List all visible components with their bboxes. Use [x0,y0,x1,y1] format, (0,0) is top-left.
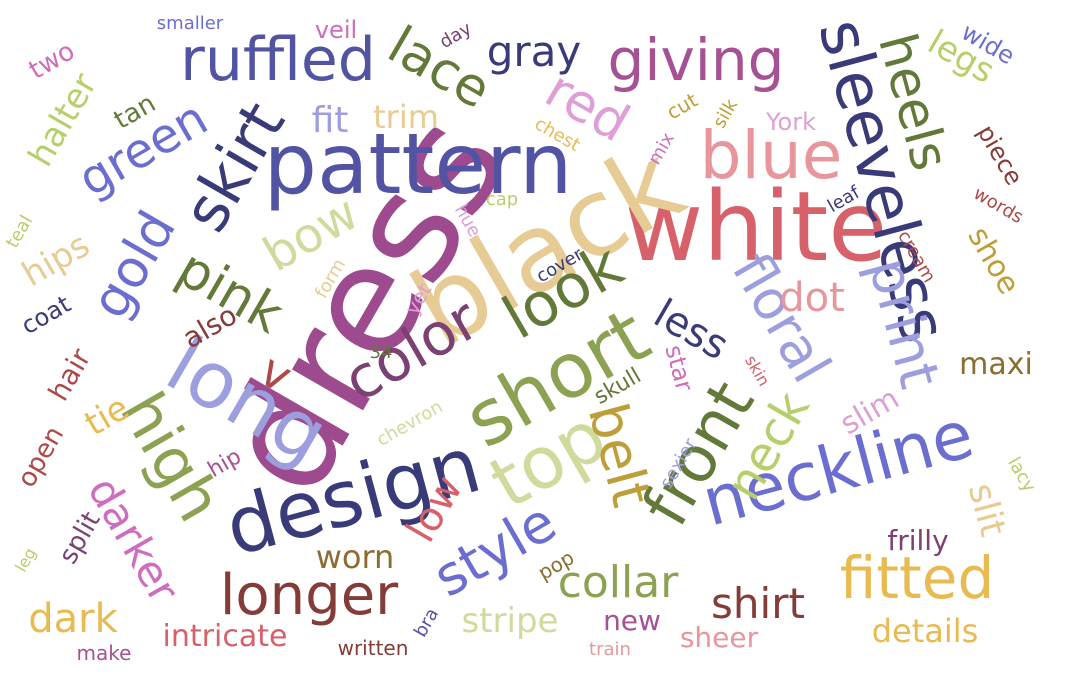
word-day: day [437,20,475,52]
word-mix: mix [646,130,678,168]
word-split: split [55,508,105,568]
word-maxi: maxi [959,350,1033,380]
word-stripe: stripe [462,604,559,638]
word-lacy: lacy [1004,455,1038,496]
word-smaller: smaller [157,15,223,33]
word-cap: cap [486,191,518,209]
word-veil: veil [315,18,357,42]
word-shoe: shoe [962,223,1024,300]
word-intricate: intricate [163,622,288,652]
word-train: train [589,641,631,659]
word-collar: collar [558,561,679,605]
word-dot: dot [779,278,845,318]
word-gold: gold [83,203,184,326]
word-frilly: frilly [887,527,948,555]
word-hips: hips [17,228,95,293]
word-hair: hair [44,345,95,406]
word-coat: coat [17,292,74,339]
word-trim: trim [373,101,439,133]
word-teal: teal [4,213,37,252]
word-dark: dark [28,599,118,639]
word-sheer: sheer [680,624,758,652]
word-new: new [603,607,661,635]
word-shirt: shirt [711,583,805,625]
word-leg: leg [13,545,39,574]
word-34: 34 [370,344,393,362]
word-worn: worn [316,541,395,573]
word-slit: slit [962,480,1010,540]
word-skin: skin [742,353,772,389]
word-belt: belt [580,398,659,512]
word-fit: fit [312,103,349,139]
word-bra: bra [412,606,443,641]
word-piece: piece [973,121,1026,189]
word-gray: gray [487,31,582,73]
word-written: written [338,638,409,658]
word-details: details [872,615,979,647]
word-york: York [766,110,816,134]
word-longer: longer [220,568,398,624]
word-fitted: fitted [840,549,995,607]
word-cut: cut [663,89,700,122]
word-make: make [77,643,132,663]
word-giving: giving [608,31,785,89]
word-open: open [14,422,69,491]
word-words: words [970,185,1025,227]
